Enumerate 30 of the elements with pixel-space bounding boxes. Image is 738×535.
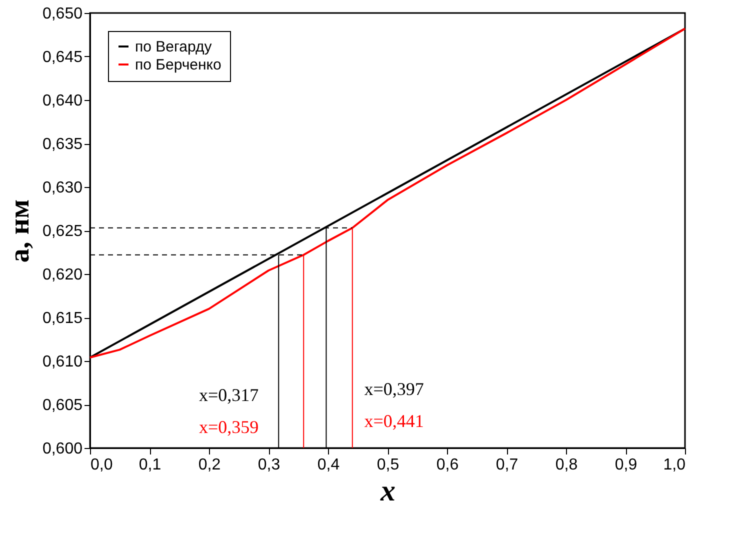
x-tick-label: 0,8 bbox=[555, 456, 578, 474]
y-tick-label: 0,650 bbox=[42, 6, 83, 22]
x-tick-label: 0,1 bbox=[138, 456, 162, 474]
legend-label: по Берченко bbox=[135, 56, 222, 74]
annotation: x=0,359 bbox=[198, 417, 259, 437]
x-tick-label: 0,5 bbox=[376, 456, 400, 474]
y-tick-label: 0,605 bbox=[42, 397, 83, 414]
y-axis-title: a, нм bbox=[4, 199, 36, 263]
x-tick-label: 0,6 bbox=[436, 456, 459, 474]
y-tick-label: 0,615 bbox=[42, 310, 83, 327]
x-tick-label: 0,9 bbox=[614, 456, 638, 474]
y-tick-label: 0,625 bbox=[42, 223, 83, 240]
x-tick-label: 0,7 bbox=[496, 456, 518, 474]
y-tick-label: 0,620 bbox=[42, 266, 83, 284]
x-tick-label: 0,4 bbox=[317, 456, 340, 474]
y-tick-label: 0,600 bbox=[42, 440, 83, 458]
x-tick-label: 0,0 bbox=[90, 456, 113, 474]
annotation: x=0,441 bbox=[364, 411, 424, 431]
y-tick-label: 0,640 bbox=[42, 92, 83, 110]
x-axis-title: x bbox=[380, 474, 396, 508]
x-tick-label: 0,3 bbox=[258, 456, 280, 474]
annotation: x=0,397 bbox=[364, 379, 424, 399]
annotation: x=0,317 bbox=[198, 385, 259, 405]
y-tick-label: 0,610 bbox=[42, 354, 83, 370]
y-tick-label: 0,645 bbox=[42, 49, 83, 66]
legend-label: по Вегарду bbox=[135, 38, 212, 56]
y-tick-label: 0,630 bbox=[42, 180, 83, 196]
y-tick-label: 0,635 bbox=[42, 136, 83, 153]
x-tick-label: 0,2 bbox=[198, 456, 221, 474]
x-tick-label: 1,0 bbox=[663, 456, 686, 474]
